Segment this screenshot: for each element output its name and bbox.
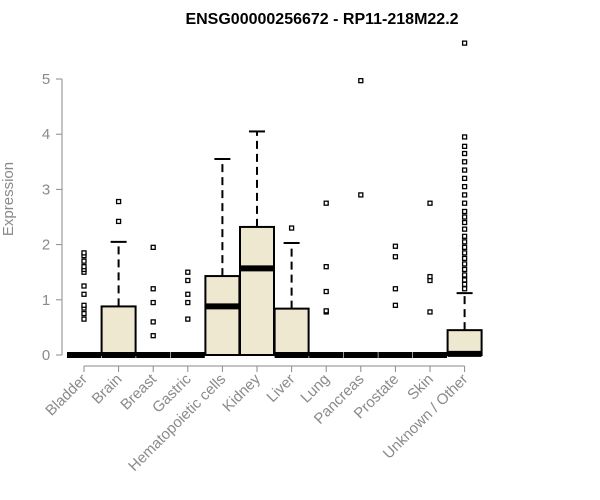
outlier-point — [358, 78, 364, 84]
outlier-point — [392, 254, 399, 260]
outlier-point — [461, 167, 468, 173]
outlier-point — [185, 299, 191, 306]
y-axis-label: Expression — [0, 162, 17, 236]
outlier-point — [150, 299, 156, 306]
outlier-point — [323, 308, 329, 314]
box-lung — [309, 200, 344, 358]
box-liver — [273, 225, 310, 358]
outlier-point — [358, 192, 364, 198]
outlier-point — [323, 264, 329, 270]
y-tick-label: 2 — [42, 237, 50, 254]
outlier-point — [115, 198, 122, 205]
outlier-point — [461, 40, 468, 46]
outlier-point — [81, 291, 87, 297]
outlier-point — [115, 218, 122, 225]
x-tick-label: Liver — [263, 371, 298, 406]
outlier-point — [461, 134, 468, 140]
outlier-point — [185, 277, 191, 284]
outlier-point — [461, 214, 468, 220]
outlier-point — [461, 159, 468, 165]
box-body — [239, 225, 275, 356]
outlier-point — [461, 183, 468, 190]
outlier-point — [81, 310, 87, 317]
outlier-point — [461, 250, 468, 256]
box-breast — [136, 244, 171, 358]
y-tick-label: 5 — [42, 71, 50, 88]
outlier-point — [81, 250, 87, 256]
outlier-point — [81, 264, 87, 270]
outlier-point — [427, 200, 433, 206]
outlier-point — [392, 286, 399, 292]
chart-title: ENSG00000256672 - RP11-218M22.2 — [185, 11, 458, 28]
box-skin — [413, 200, 447, 358]
outlier-point — [150, 286, 156, 292]
box-hematopoietic-cells — [204, 158, 241, 356]
box-pancreas — [343, 78, 378, 358]
outlier-point — [461, 226, 468, 232]
box-body — [273, 307, 310, 356]
outlier-point — [461, 192, 468, 198]
outlier-point — [461, 261, 468, 267]
outlier-point — [288, 225, 295, 231]
y-tick-label: 3 — [42, 181, 50, 198]
y-axis: 0 1 2 3 4 5 — [42, 71, 63, 364]
outlier-point — [461, 150, 468, 157]
outlier-point — [323, 288, 329, 295]
outlier-point — [185, 316, 191, 322]
outlier-point — [461, 266, 468, 273]
outlier-point — [461, 277, 468, 283]
outlier-point — [150, 333, 156, 339]
y-tick-label: 0 — [42, 347, 50, 364]
box-unknown-other — [446, 40, 483, 357]
outlier-point — [392, 302, 399, 308]
box-prostate — [378, 243, 413, 358]
box-body — [204, 275, 241, 356]
outlier-point — [461, 272, 468, 278]
outlier-point — [392, 243, 399, 249]
outlier-point — [461, 219, 468, 226]
y-tick-label: 4 — [42, 126, 50, 143]
outlier-point — [81, 302, 87, 308]
outlier-point — [81, 316, 87, 322]
outlier-point — [461, 286, 468, 292]
outlier-point — [185, 269, 191, 275]
y-tick-label: 1 — [42, 292, 50, 309]
outlier-point — [461, 175, 468, 182]
box-gastric — [170, 269, 205, 358]
outlier-point — [461, 255, 468, 262]
outlier-point — [81, 283, 87, 289]
plot-area — [67, 40, 483, 358]
outlier-point — [461, 143, 468, 149]
outlier-point — [81, 258, 87, 264]
x-tick-label: Bladder — [42, 371, 91, 420]
outlier-point — [461, 200, 468, 206]
outlier-point — [150, 244, 156, 251]
outlier-point — [185, 291, 191, 297]
outlier-point — [323, 200, 329, 206]
outlier-point — [150, 319, 156, 325]
outlier-point — [461, 281, 468, 287]
outlier-point — [461, 233, 468, 239]
box-body — [100, 305, 137, 357]
x-tick-label: Kidney — [219, 370, 264, 415]
box-bladder — [67, 250, 101, 358]
outlier-point — [461, 208, 468, 215]
outlier-point — [427, 309, 433, 315]
box-kidney — [239, 130, 275, 356]
outlier-point — [461, 244, 468, 251]
box-brain — [100, 198, 137, 358]
outlier-point — [427, 273, 433, 280]
outlier-point — [461, 239, 468, 245]
